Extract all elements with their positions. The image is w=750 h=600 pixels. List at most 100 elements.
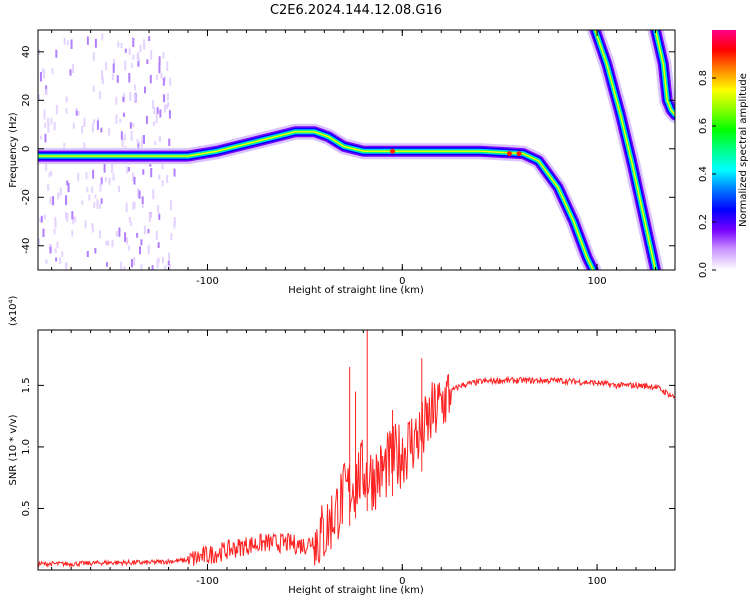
y-tick-label: 1.0 bbox=[21, 439, 32, 455]
colorbar-label: Normalized spectral amplitude bbox=[738, 73, 749, 227]
noise-mark bbox=[169, 77, 172, 86]
noise-mark bbox=[136, 232, 139, 238]
colorbar-ticks: 0.0 0.2 0.4 0.6 0.8 bbox=[698, 70, 716, 278]
noise-mark bbox=[132, 201, 135, 210]
noise-mark bbox=[163, 94, 166, 103]
noise-mark bbox=[49, 196, 52, 205]
colorbar: 0.0 0.2 0.4 0.6 0.8 Normalized spectral ampl… bbox=[698, 30, 749, 278]
noise-mark bbox=[101, 70, 104, 81]
noise-mark bbox=[158, 135, 161, 141]
noise-mark bbox=[66, 40, 69, 46]
noise-mark bbox=[153, 106, 156, 115]
colorbar-tick-label: 0.0 bbox=[698, 262, 709, 278]
noise-mark bbox=[126, 166, 129, 174]
noise-mark bbox=[105, 61, 108, 71]
noise-mark bbox=[70, 39, 73, 49]
noise-mark bbox=[100, 198, 103, 204]
noise-mark bbox=[143, 39, 146, 48]
y-tick-label: 0 bbox=[21, 146, 32, 152]
noise-mark bbox=[86, 187, 89, 193]
noise-mark bbox=[146, 59, 149, 65]
noise-mark bbox=[140, 263, 143, 270]
noise-mark bbox=[111, 239, 114, 248]
noise-mark bbox=[47, 123, 50, 133]
noise-mark bbox=[59, 187, 62, 196]
noise-mark bbox=[124, 48, 127, 53]
noise-mark bbox=[42, 228, 45, 238]
noise-mark bbox=[105, 262, 108, 267]
noise-mark bbox=[132, 123, 135, 128]
noise-mark bbox=[122, 96, 125, 102]
noise-mark bbox=[123, 266, 126, 270]
noise-mark bbox=[63, 37, 66, 45]
noise-mark bbox=[139, 246, 142, 255]
trace-band bbox=[38, 131, 594, 270]
noise-mark bbox=[38, 238, 41, 245]
noise-mark bbox=[83, 142, 86, 151]
spectrogram-panel: -100 0 100 -40 -20 0 20 40 Height of straight … bbox=[8, 29, 676, 296]
noise-mark bbox=[145, 115, 148, 124]
snr-x-axis-label: Height of straight line (km) bbox=[288, 585, 424, 596]
noise-mark bbox=[124, 232, 127, 242]
noise-mark bbox=[161, 180, 164, 187]
noise-mark bbox=[137, 142, 140, 149]
noise-mark bbox=[151, 265, 154, 270]
noise-mark bbox=[56, 241, 59, 249]
noise-mark bbox=[54, 248, 57, 253]
noise-mark bbox=[122, 112, 125, 117]
noise-mark bbox=[94, 194, 97, 199]
noise-mark bbox=[47, 183, 50, 191]
noise-mark bbox=[156, 74, 159, 81]
noise-mark bbox=[129, 122, 132, 129]
noise-mark bbox=[65, 96, 68, 103]
noise-mark bbox=[61, 251, 64, 257]
noise-mark bbox=[120, 131, 123, 140]
noise-mark bbox=[133, 257, 136, 266]
noise-mark bbox=[98, 230, 101, 239]
snr-panel: -100 0 100 0.5 1.0 1.5 Height of straight li… bbox=[8, 295, 676, 596]
y-tick-label: -20 bbox=[21, 189, 32, 205]
x-tick-label: -100 bbox=[196, 576, 219, 587]
noise-mark bbox=[158, 56, 161, 66]
noise-mark bbox=[66, 180, 69, 186]
noise-mark bbox=[166, 93, 169, 101]
noise-mark bbox=[105, 240, 108, 246]
noise-mark bbox=[57, 192, 60, 200]
colorbar-gradient bbox=[712, 30, 736, 270]
noise-mark bbox=[133, 84, 136, 91]
noise-mark bbox=[118, 227, 121, 237]
noise-mark bbox=[159, 109, 162, 118]
noise-mark bbox=[92, 85, 95, 92]
noise-mark bbox=[104, 177, 107, 183]
snr-line bbox=[38, 373, 675, 568]
noise-mark bbox=[127, 166, 130, 172]
noise-mark bbox=[94, 38, 97, 48]
noise-mark bbox=[168, 263, 171, 270]
y-tick-label: 20 bbox=[21, 94, 32, 107]
noise-mark bbox=[98, 203, 101, 209]
noise-mark bbox=[47, 117, 50, 125]
noise-mark bbox=[168, 138, 171, 147]
noise-mark bbox=[53, 121, 56, 131]
noise-mark bbox=[139, 44, 142, 53]
noise-mark bbox=[115, 114, 118, 124]
noise-mark bbox=[92, 169, 95, 179]
noise-mark bbox=[163, 104, 166, 113]
noise-mark bbox=[50, 171, 53, 176]
noise-mark bbox=[160, 72, 163, 79]
snr-y-multiplier: (x10⁴) bbox=[8, 295, 19, 326]
noise-mark bbox=[43, 69, 46, 79]
noise-mark bbox=[83, 117, 86, 128]
noise-mark bbox=[116, 75, 119, 83]
noise-mark bbox=[71, 211, 74, 220]
noise-mark bbox=[39, 218, 42, 223]
noise-mark bbox=[154, 140, 157, 145]
noise-mark bbox=[72, 122, 75, 129]
noise-mark bbox=[162, 51, 165, 59]
noise-mark bbox=[133, 201, 136, 209]
spectrogram-traces bbox=[38, 30, 675, 270]
noise-mark bbox=[100, 177, 103, 185]
noise-mark bbox=[77, 111, 80, 116]
noise-mark bbox=[156, 259, 159, 268]
